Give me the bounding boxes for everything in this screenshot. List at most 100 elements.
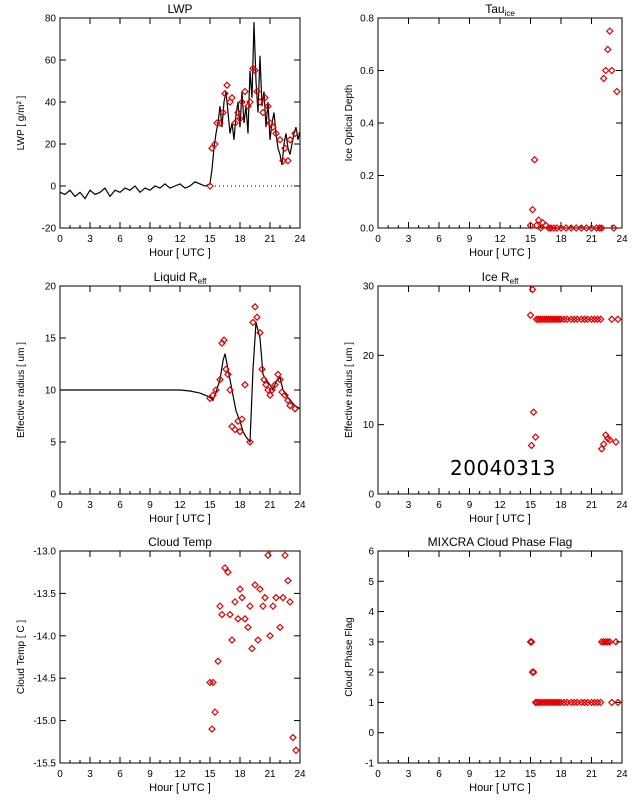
data-marker — [272, 129, 280, 138]
x-tick-label: 21 — [264, 234, 276, 245]
data-marker — [286, 598, 294, 606]
data-marker — [216, 375, 224, 384]
data-marker — [567, 698, 576, 707]
data-marker — [580, 698, 589, 707]
x-tick-label: 6 — [436, 500, 442, 511]
data-marker — [595, 224, 604, 232]
data-marker — [209, 678, 217, 687]
y-tick-label: 5 — [50, 438, 56, 449]
x-tick-label: 12 — [494, 234, 506, 245]
x-tick-label: 6 — [117, 500, 123, 511]
data-marker — [292, 746, 300, 755]
data-marker — [241, 614, 249, 623]
data-marker — [226, 386, 234, 394]
data-marker — [236, 585, 244, 594]
data-marker — [570, 698, 579, 707]
data-marker — [219, 108, 227, 117]
x-tick-label: 6 — [436, 234, 442, 245]
plot-frame — [377, 550, 623, 764]
y-axis-label: Effective radius [ um ] — [16, 342, 27, 438]
x-tick-label: 3 — [406, 234, 412, 245]
data-marker — [592, 224, 601, 232]
data-marker — [259, 602, 267, 610]
data-marker — [244, 623, 252, 632]
data-marker — [222, 365, 230, 374]
data-marker — [597, 224, 606, 232]
x-tick-label: 24 — [616, 234, 628, 245]
y-tick-label: -15.0 — [33, 716, 56, 727]
x-tick-label: 12 — [494, 769, 506, 780]
data-marker — [224, 370, 232, 379]
y-tick-label: 2 — [368, 668, 374, 679]
data-marker — [597, 445, 606, 453]
data-marker — [206, 182, 214, 190]
data-marker — [560, 698, 568, 707]
chart-title-text: LWP — [167, 2, 192, 16]
data-marker — [223, 81, 231, 90]
data-marker — [289, 733, 297, 742]
chart-2: Liquid Reff 0 3 6 9 12 15 18 21 24 0 5 10 15 20 Hour [ … — [16, 270, 306, 525]
x-tick-label: 21 — [586, 769, 598, 780]
data-marker — [266, 119, 274, 127]
x-tick-label: 9 — [467, 769, 473, 780]
data-marker — [238, 593, 246, 602]
data-marker — [251, 581, 259, 589]
x-tick-label: 12 — [174, 769, 186, 780]
data-marker — [268, 386, 276, 394]
data-marker — [531, 698, 540, 707]
x-tick-label: 9 — [147, 234, 153, 245]
chart-title-text: Ice R — [482, 270, 510, 284]
data-marker — [555, 698, 563, 707]
data-marker — [231, 425, 239, 434]
data-marker — [214, 657, 222, 666]
data-marker — [281, 391, 289, 400]
data-marker — [216, 119, 224, 127]
x-tick-label: 15 — [525, 769, 537, 780]
x-axis-label: Hour [ UTC ] — [149, 247, 211, 259]
x-tick-label: 0 — [375, 769, 381, 780]
y-axis-label: Cloud Phase Flag — [344, 617, 355, 697]
data-marker — [251, 66, 259, 75]
data-marker — [580, 315, 589, 324]
x-tick-label: 0 — [57, 234, 63, 245]
data-marker — [238, 98, 246, 106]
x-tick-label: 0 — [57, 500, 63, 511]
data-marker — [234, 614, 242, 623]
y-tick-label: -20 — [42, 224, 57, 235]
x-axis-label: Hour [ UTC ] — [469, 247, 531, 259]
y-tick-label: 60 — [45, 56, 57, 67]
data-marker — [596, 698, 605, 707]
y-tick-label: 3 — [368, 637, 374, 648]
data-marker — [261, 93, 269, 102]
data-marker — [570, 315, 579, 324]
y-tick-label: -13.0 — [33, 547, 56, 558]
data-marker — [279, 593, 287, 602]
x-tick-label: 12 — [174, 500, 186, 511]
x-tick-label: 3 — [87, 769, 93, 780]
data-marker — [605, 638, 614, 646]
data-marker — [211, 708, 219, 716]
chart-title: Ice Reff — [482, 270, 520, 286]
y-tick-label: 1 — [368, 698, 374, 709]
chart-3: Ice Reff 0 3 6 9 12 15 18 21 24 0 10 20 30 Hour [ UTC … — [344, 270, 628, 525]
x-tick-label: 9 — [147, 769, 153, 780]
data-marker — [228, 422, 236, 431]
x-tick-label: 18 — [234, 500, 246, 511]
x-tick-label: 9 — [147, 500, 153, 511]
x-tick-label: 0 — [57, 769, 63, 780]
data-marker — [612, 438, 620, 446]
y-tick-label: -15.5 — [33, 759, 56, 770]
data-marker — [228, 93, 236, 102]
data-marker — [218, 610, 226, 619]
data-marker — [599, 74, 608, 83]
data-marker — [577, 315, 586, 324]
data-marker — [246, 438, 254, 446]
data-marker — [249, 318, 257, 327]
data-marker — [593, 315, 602, 324]
data-marker — [286, 135, 294, 144]
chart-1: Tauice 0 3 6 9 12 15 18 21 24 0.0 0.2 0.4 0.6 0.8 Hour … — [344, 2, 628, 259]
x-tick-label: 3 — [87, 500, 93, 511]
x-tick-label: 12 — [494, 500, 506, 511]
data-marker — [587, 698, 596, 707]
